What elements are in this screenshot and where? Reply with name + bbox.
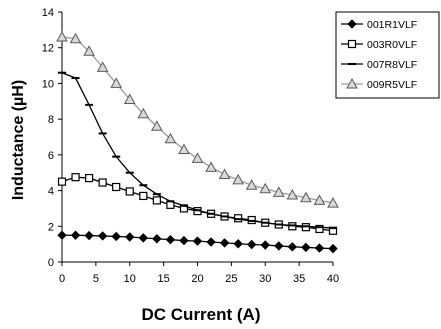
data-point (69, 32, 82, 44)
legend-label: 003R0VLF (367, 39, 417, 51)
data-point (56, 30, 68, 42)
data-point (110, 77, 123, 88)
data-point (205, 161, 217, 172)
y-tick-label: 2 (48, 221, 54, 233)
legend-item: 001R1VLF (341, 19, 417, 31)
x-tick-label: 35 (293, 273, 305, 285)
data-point (300, 191, 312, 203)
data-point (259, 182, 272, 194)
data-point (139, 191, 148, 201)
data-point (274, 241, 284, 251)
legend-item: 009R5VLF (341, 77, 417, 91)
data-point (233, 239, 243, 249)
data-point (98, 178, 107, 187)
data-point (152, 234, 162, 244)
data-point (286, 189, 299, 200)
data-point (246, 239, 257, 250)
data-point (327, 197, 339, 208)
y-axis-ticks: 0 2 4 6 8 10 12 14 (42, 7, 62, 269)
data-point (125, 187, 134, 196)
data-point (232, 173, 244, 185)
data-point (192, 236, 203, 246)
data-point (84, 230, 94, 241)
data-point (138, 233, 149, 243)
series-layer (56, 30, 339, 254)
data-point (111, 231, 121, 242)
data-point (219, 238, 230, 248)
x-tick-label: 10 (124, 273, 136, 285)
data-point (151, 120, 163, 131)
legend-label: 009R5VLF (367, 79, 417, 91)
y-tick-label: 10 (42, 78, 54, 90)
x-tick-label: 0 (59, 273, 65, 285)
data-point (165, 234, 176, 245)
data-point (125, 232, 135, 242)
data-point (152, 196, 161, 205)
series-line (61, 72, 334, 229)
data-point (287, 242, 298, 252)
legend-label: 001R1VLF (367, 19, 417, 31)
data-point (206, 237, 216, 247)
x-tick-label: 15 (158, 273, 170, 285)
data-point (71, 173, 80, 182)
data-point (315, 224, 324, 234)
data-point (83, 45, 95, 56)
data-point (328, 243, 338, 254)
data-point (70, 230, 81, 240)
data-point (164, 132, 177, 144)
data-point (57, 230, 67, 240)
data-point (112, 182, 121, 192)
series-007R8VLF (58, 71, 337, 230)
x-tick-label: 25 (225, 273, 237, 285)
data-point (96, 61, 109, 72)
data-point (301, 242, 311, 253)
data-point (272, 186, 285, 197)
legend-label: 007R8VLF (367, 59, 417, 71)
data-point (346, 77, 358, 89)
x-tick-label: 20 (191, 273, 203, 285)
y-tick-label: 14 (42, 7, 54, 19)
data-point (179, 235, 189, 246)
y-tick-label: 8 (48, 114, 54, 126)
y-axis-title: Inductance (µH) (10, 80, 27, 200)
data-point (260, 240, 270, 250)
legend-item: 003R0VLF (341, 39, 417, 51)
data-point (123, 93, 136, 104)
data-point (84, 173, 94, 183)
y-tick-label: 0 (48, 257, 54, 269)
x-axis-ticks: 0 5 10 15 20 25 30 35 40 (59, 262, 339, 285)
data-point (313, 194, 326, 205)
y-tick-label: 6 (48, 150, 54, 162)
data-point (218, 168, 231, 179)
data-point (191, 152, 204, 163)
data-point (97, 231, 108, 241)
legend: 001R1VLF 003R0VLF 007R8VLF 009R5VLF (335, 11, 440, 99)
data-point (347, 39, 357, 49)
y-tick-label: 4 (48, 186, 54, 198)
legend-item: 007R8VLF (341, 59, 417, 71)
data-point (245, 179, 258, 190)
x-tick-label: 40 (327, 273, 339, 285)
y-tick-label: 12 (42, 43, 54, 55)
data-point (178, 143, 190, 154)
series-001R1VLF (57, 230, 338, 254)
x-axis-title: DC Current (A) (142, 305, 261, 324)
data-point (137, 107, 150, 119)
x-tick-label: 30 (259, 273, 271, 285)
data-point (57, 177, 67, 186)
x-tick-label: 5 (93, 273, 99, 285)
data-point (347, 19, 357, 29)
series-009R5VLF (56, 30, 339, 208)
data-point (314, 243, 325, 253)
